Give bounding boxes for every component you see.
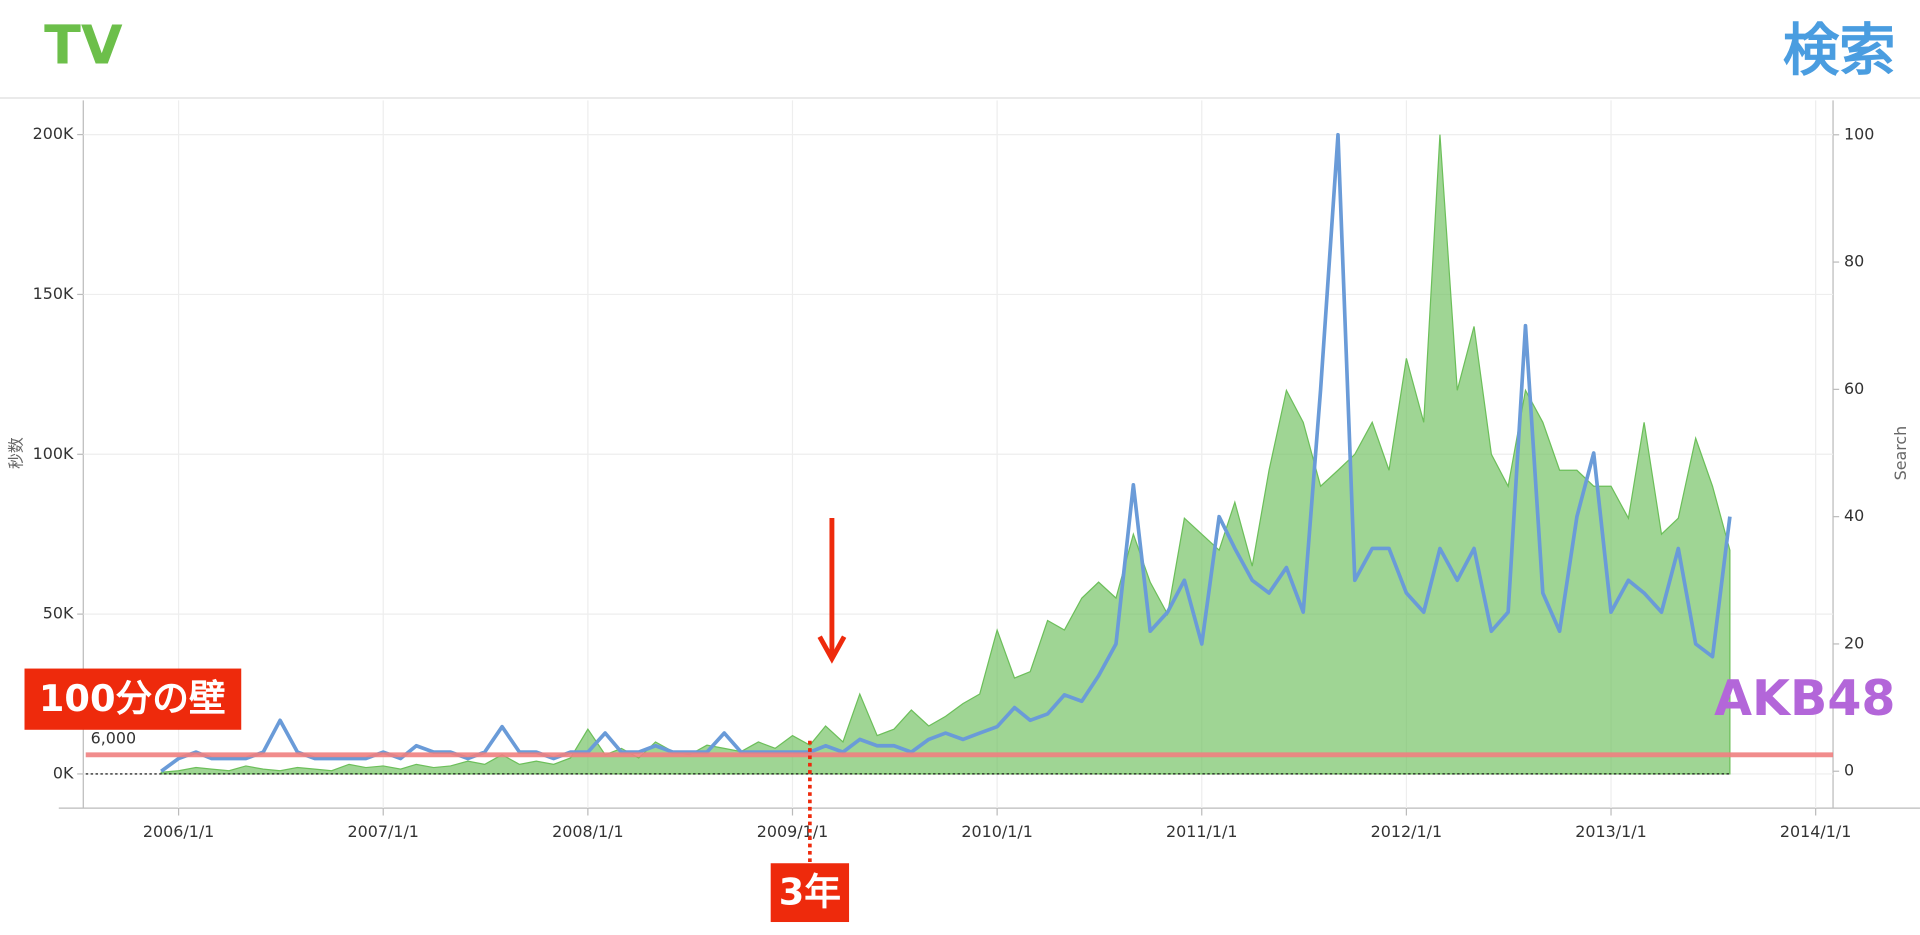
x-tick-label: 2010/1/1 (961, 822, 1032, 841)
y-tick-label: 100K (33, 444, 74, 463)
x-tick-label: 2013/1/1 (1575, 822, 1646, 841)
arrow-head (817, 635, 847, 664)
right-series-title: 検索 (1783, 19, 1896, 84)
years-label: 3年 (779, 870, 841, 913)
x-tick-label: 2012/1/1 (1371, 822, 1442, 841)
x-tick-label: 2006/1/1 (143, 822, 214, 841)
reference-label: 6,000 (91, 728, 137, 747)
y2-axis-title: Search (1891, 426, 1910, 481)
wall-label: 100分の壁 (39, 677, 226, 720)
y-tick-label: 200K (33, 124, 74, 143)
left-series-title: TV (44, 14, 123, 77)
wall-box (24, 668, 242, 730)
x-tick-label: 2007/1/1 (348, 822, 419, 841)
y-tick-label: 50K (43, 604, 74, 623)
y-axis-title: 秒数 (7, 437, 26, 469)
series-label: AKB48 (1714, 670, 1895, 727)
y2-tick-label: 40 (1844, 506, 1864, 525)
x-tick-label: 2008/1/1 (552, 822, 623, 841)
x-tick-label: 2009/1/1 (757, 822, 828, 841)
y-tick-label: 0K (53, 763, 74, 782)
y-tick-label: 150K (33, 284, 74, 303)
years-box (770, 863, 850, 923)
y2-tick-label: 0 (1844, 761, 1854, 780)
x-tick-label: 2014/1/1 (1780, 822, 1851, 841)
y2-tick-label: 100 (1844, 124, 1874, 143)
y2-tick-label: 60 (1844, 379, 1864, 398)
tv-area (160, 134, 1731, 775)
search-line (160, 132, 1732, 773)
y2-tick-label: 20 (1844, 633, 1864, 652)
x-tick-label: 2011/1/1 (1166, 822, 1237, 841)
y2-tick-label: 80 (1844, 252, 1864, 271)
